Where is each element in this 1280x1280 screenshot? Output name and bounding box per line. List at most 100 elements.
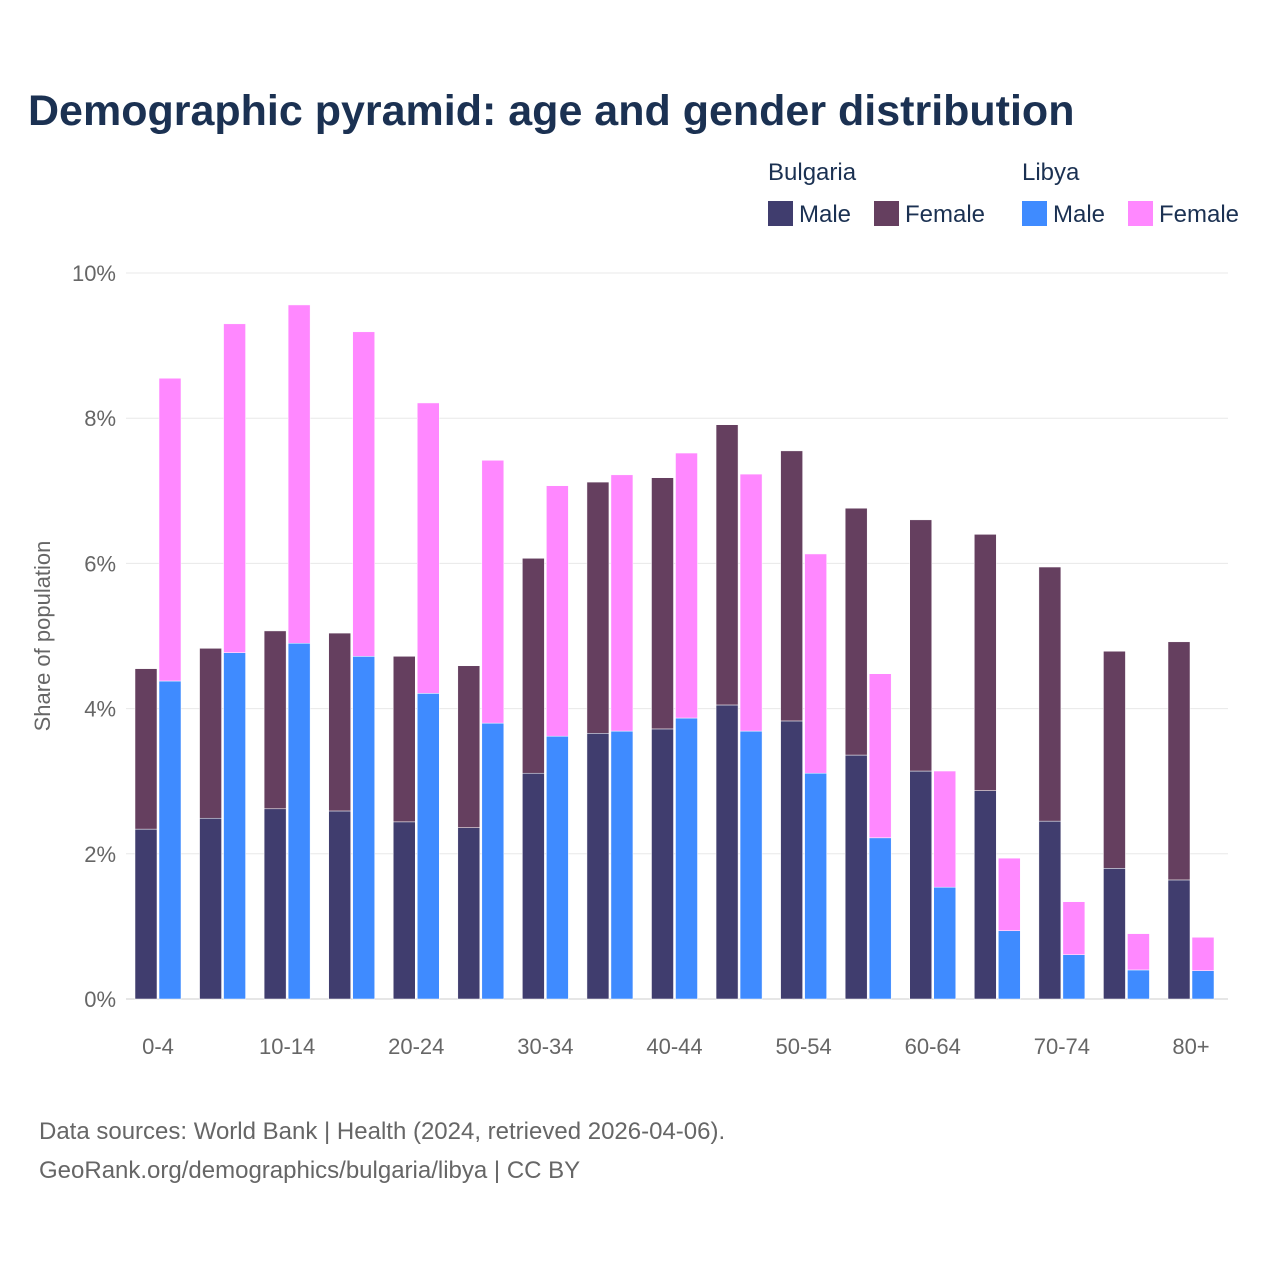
- bar-libya-male-60-64: [933, 886, 956, 1000]
- bar-bulgaria-male-55-59: [844, 754, 868, 1000]
- bar-bulgaria-female-55-59: [844, 507, 868, 756]
- x-tick-label: 60-64: [905, 1034, 961, 1059]
- bar-bulgaria-male-80+: [1167, 879, 1191, 1000]
- bar-bulgaria-male-65-69: [974, 790, 997, 1000]
- bar-bulgaria-male-45-49: [715, 704, 739, 1000]
- footer-link[interactable]: GeoRank.org/demographics/bulgaria/libya …: [39, 1157, 580, 1184]
- bar-libya-female-25-29: [481, 460, 505, 724]
- bar-libya-male-75-79: [1127, 969, 1150, 1000]
- bar-libya-male-5-9: [223, 652, 246, 1000]
- bar-libya-male-20-24: [417, 693, 440, 1000]
- bar-bulgaria-female-70-74: [1038, 566, 1062, 822]
- bar-bulgaria-male-5-9: [199, 817, 222, 1000]
- bar-libya-female-30-34: [546, 485, 569, 737]
- bar-bulgaria-male-15-19: [328, 810, 351, 1000]
- bars: [134, 304, 1215, 1000]
- legend-label: Male: [799, 201, 851, 228]
- legend-swatch-bulgaria-female: [874, 201, 899, 226]
- y-tick-label: 6%: [84, 551, 116, 576]
- y-tick-label: 10%: [72, 261, 116, 286]
- bar-bulgaria-female-20-24: [393, 656, 416, 823]
- legend-swatch-libya-female: [1128, 201, 1153, 226]
- bar-bulgaria-male-30-34: [522, 772, 545, 1000]
- y-tick-label: 8%: [84, 406, 116, 431]
- bar-libya-female-60-64: [933, 770, 956, 888]
- y-axis-label: Share of population: [30, 541, 55, 732]
- bar-libya-male-70-74: [1062, 954, 1086, 1000]
- bar-bulgaria-male-60-64: [909, 770, 932, 1000]
- legend-group-title: Libya: [1022, 159, 1080, 186]
- legend-label: Female: [1159, 201, 1239, 228]
- x-tick-label: 70-74: [1034, 1034, 1090, 1059]
- chart-title: Demographic pyramid: age and gender dist…: [28, 87, 1074, 135]
- legend-group-title: Bulgaria: [768, 159, 857, 186]
- bar-libya-male-50-54: [804, 772, 827, 1000]
- bar-libya-male-25-29: [481, 722, 505, 1000]
- bar-libya-male-55-59: [868, 837, 892, 1000]
- x-tick-label: 20-24: [388, 1034, 444, 1059]
- x-tick-label: 0-4: [142, 1034, 174, 1059]
- bar-libya-female-55-59: [868, 673, 892, 839]
- bar-bulgaria-female-35-39: [586, 481, 610, 734]
- bar-libya-male-30-34: [546, 735, 569, 1000]
- bar-libya-male-0-4: [158, 680, 182, 1000]
- bar-bulgaria-female-80+: [1167, 641, 1191, 881]
- bar-libya-female-50-54: [804, 553, 827, 774]
- bar-bulgaria-female-5-9: [199, 648, 222, 819]
- bar-bulgaria-male-75-79: [1103, 868, 1126, 1000]
- bar-libya-male-45-49: [739, 730, 763, 1000]
- bar-libya-female-20-24: [417, 402, 440, 694]
- bar-libya-female-70-74: [1062, 901, 1086, 955]
- bar-bulgaria-male-35-39: [586, 733, 610, 1000]
- bar-libya-female-5-9: [223, 323, 246, 653]
- x-tick-label: 80+: [1172, 1034, 1209, 1059]
- legend-swatch-libya-male: [1022, 201, 1047, 226]
- x-tick-label: 10-14: [259, 1034, 315, 1059]
- x-axis: 0-4 10-14 20-24 30-34 40-44 50-54 60-64 70-74 80…: [142, 1034, 1210, 1059]
- bar-libya-female-65-69: [998, 857, 1021, 932]
- bar-bulgaria-male-20-24: [393, 821, 416, 1000]
- bar-libya-female-35-39: [610, 474, 634, 732]
- legend-label: Female: [905, 201, 985, 228]
- bar-bulgaria-female-65-69: [974, 534, 997, 791]
- bar-libya-male-40-44: [675, 717, 698, 1000]
- bar-bulgaria-male-70-74: [1038, 820, 1062, 1000]
- footer-source: Data sources: World Bank | Health (2024,…: [39, 1118, 725, 1145]
- bar-libya-male-35-39: [610, 730, 634, 1000]
- bar-bulgaria-female-30-34: [522, 558, 545, 774]
- bar-bulgaria-female-45-49: [715, 424, 739, 706]
- bar-libya-female-80+: [1191, 937, 1215, 971]
- y-tick-label: 4%: [84, 697, 116, 722]
- bar-bulgaria-male-10-14: [263, 808, 287, 1000]
- legend: Bulgaria Male Female Libya Male Female: [768, 159, 1239, 228]
- bar-bulgaria-male-0-4: [134, 828, 158, 1000]
- bar-libya-female-75-79: [1127, 933, 1150, 971]
- bar-bulgaria-male-50-54: [780, 720, 803, 1000]
- bar-libya-male-65-69: [998, 930, 1021, 1000]
- bar-bulgaria-female-60-64: [909, 519, 932, 772]
- legend-label: Male: [1053, 201, 1105, 228]
- bar-libya-female-0-4: [158, 378, 182, 682]
- y-tick-label: 0%: [84, 987, 116, 1012]
- x-tick-label: 50-54: [775, 1034, 831, 1059]
- x-tick-label: 30-34: [517, 1034, 573, 1059]
- bar-libya-female-45-49: [739, 473, 763, 732]
- bar-bulgaria-male-25-29: [457, 827, 481, 1000]
- y-tick-label: 2%: [84, 842, 116, 867]
- x-tick-label: 40-44: [646, 1034, 702, 1059]
- bar-libya-male-80+: [1191, 970, 1215, 1000]
- bar-bulgaria-female-25-29: [457, 665, 481, 828]
- bar-bulgaria-female-40-44: [651, 477, 674, 730]
- bar-bulgaria-female-15-19: [328, 632, 351, 812]
- bar-bulgaria-male-40-44: [651, 728, 674, 1000]
- bar-libya-male-10-14: [287, 643, 311, 1000]
- bar-libya-female-10-14: [287, 304, 311, 644]
- bar-bulgaria-female-0-4: [134, 668, 158, 830]
- bar-bulgaria-female-50-54: [780, 450, 803, 722]
- bar-bulgaria-female-75-79: [1103, 650, 1126, 869]
- bar-libya-female-15-19: [352, 331, 375, 657]
- bar-libya-male-15-19: [352, 656, 375, 1000]
- bar-libya-female-40-44: [675, 452, 698, 719]
- bar-bulgaria-female-10-14: [263, 630, 287, 810]
